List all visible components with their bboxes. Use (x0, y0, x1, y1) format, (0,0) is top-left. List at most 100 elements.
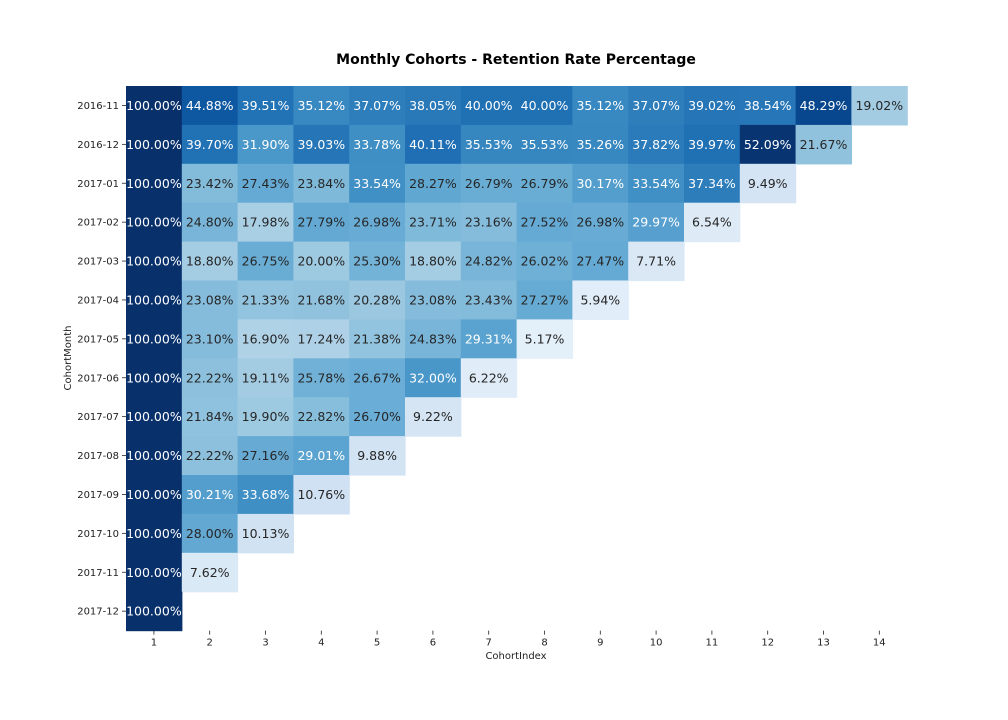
heatmap-cell (628, 163, 685, 204)
heatmap-cell (572, 202, 629, 243)
x-tick-label: 12 (761, 638, 774, 649)
heatmap-cell-label: 28.00% (186, 526, 234, 541)
heatmap-cell-label: 17.24% (297, 331, 345, 346)
heatmap-cell (293, 124, 350, 165)
heatmap-cell (460, 86, 518, 126)
heatmap-cell (516, 241, 573, 282)
heatmap-cell (516, 124, 573, 165)
x-tick-label: 8 (541, 638, 547, 649)
heatmap-cell-label: 27.43% (242, 176, 290, 191)
heatmap-cell (293, 241, 350, 282)
heatmap-cell (349, 124, 406, 165)
heatmap-cell-label: 26.02% (521, 254, 569, 269)
heatmap-cell-label: 23.84% (297, 176, 345, 191)
heatmap-cell (293, 358, 350, 398)
heatmap-cell-label: 37.34% (688, 176, 736, 191)
heatmap-cell-label: 22.82% (297, 409, 345, 424)
heatmap-cell-label: 29.01% (297, 448, 345, 463)
heatmap-cell-label: 23.71% (409, 215, 457, 230)
heatmap-cell-label: 32.00% (409, 370, 457, 385)
heatmap-cell-label: 100.00% (126, 487, 182, 502)
heatmap-cell (293, 436, 350, 476)
y-tick-label: 2017-12 (77, 607, 119, 618)
y-tick-label: 2016-11 (77, 101, 119, 112)
heatmap-cell-label: 21.38% (353, 331, 401, 346)
heatmap-cell (628, 86, 685, 126)
heatmap-cell (237, 241, 294, 282)
heatmap-cells: 100.00% 44.88% 39.51% 35.12% 37.07% 38.05% 40.… (126, 86, 908, 632)
heatmap-cell (181, 552, 239, 593)
heatmap-cell-label: 6.54% (692, 215, 732, 230)
heatmap-cell-label: 21.68% (297, 292, 345, 307)
heatmap-cell-label: 23.42% (186, 176, 234, 191)
heatmap-cell-label: 37.07% (353, 98, 401, 113)
heatmap-cell (405, 358, 462, 398)
heatmap-cell (181, 86, 239, 126)
heatmap-cell-label: 19.11% (242, 370, 290, 385)
heatmap-cell-label: 100.00% (126, 409, 182, 424)
heatmap-cell-label: 27.79% (297, 215, 345, 230)
heatmap-cell (349, 280, 406, 320)
heatmap-cell-label: 39.02% (688, 98, 736, 113)
heatmap-cell (237, 358, 294, 398)
heatmap-cell-label: 100.00% (126, 565, 182, 580)
heatmap-cell (237, 86, 294, 126)
heatmap-cell (237, 475, 294, 515)
x-tick-label: 7 (486, 638, 492, 649)
heatmap-cell-label: 19.02% (855, 98, 903, 113)
heatmap-cell (349, 163, 406, 204)
heatmap-cell-label: 6.22% (469, 370, 509, 385)
heatmap-cell-label: 38.54% (744, 98, 792, 113)
heatmap-cell (572, 124, 629, 165)
heatmap-cell-label: 100.00% (126, 137, 182, 152)
heatmap-cell-label: 27.52% (521, 215, 569, 230)
heatmap-cell (795, 124, 852, 165)
heatmap-cell (181, 397, 239, 437)
heatmap-cell (181, 124, 239, 165)
x-tick-label: 9 (597, 638, 603, 649)
heatmap-cell (237, 513, 294, 554)
heatmap-cell (795, 86, 852, 126)
heatmap-cell (293, 475, 350, 515)
heatmap-cell-label: 38.05% (409, 98, 457, 113)
heatmap-cell-label: 26.79% (465, 176, 513, 191)
y-tick-label: 2017-09 (77, 490, 119, 501)
heatmap-cell-label: 18.80% (409, 254, 457, 269)
heatmap-cell-label: 26.98% (353, 215, 401, 230)
heatmap-cell (237, 319, 294, 359)
heatmap-cell (516, 202, 573, 243)
heatmap-cell (126, 202, 183, 243)
x-tick-label: 6 (430, 638, 436, 649)
heatmap-cell (572, 280, 629, 320)
heatmap-cell-label: 10.13% (242, 526, 290, 541)
heatmap-cell (293, 280, 350, 320)
heatmap-cell-label: 26.79% (521, 176, 569, 191)
heatmap-cell (405, 124, 462, 165)
heatmap-cell (460, 202, 518, 243)
x-tick-label: 11 (706, 638, 719, 649)
heatmap-cell-label: 30.17% (576, 176, 624, 191)
heatmap-cell-label: 10.76% (297, 487, 345, 502)
heatmap-cell-label: 17.98% (242, 215, 290, 230)
heatmap-cell (516, 319, 573, 359)
heatmap-cell-label: 23.16% (465, 215, 513, 230)
heatmap-cell-label: 100.00% (126, 370, 182, 385)
heatmap-cell-label: 30.21% (186, 487, 234, 502)
heatmap-cell (349, 241, 406, 282)
heatmap-cell (237, 280, 294, 320)
heatmap-cell (237, 397, 294, 437)
heatmap-cell (628, 241, 685, 282)
heatmap-cell (126, 475, 183, 515)
heatmap-cell-label: 33.54% (353, 176, 401, 191)
heatmap-cell-label: 48.29% (800, 98, 848, 113)
heatmap-cell-label: 40.00% (465, 98, 513, 113)
heatmap-cell-label: 40.11% (409, 137, 457, 152)
heatmap-cell-label: 100.00% (126, 292, 182, 307)
heatmap-cell (237, 163, 294, 204)
heatmap-cell (516, 163, 573, 204)
heatmap-cell (739, 163, 797, 204)
heatmap-cell (181, 475, 239, 515)
heatmap-cell (181, 358, 239, 398)
heatmap-cell (126, 241, 183, 282)
